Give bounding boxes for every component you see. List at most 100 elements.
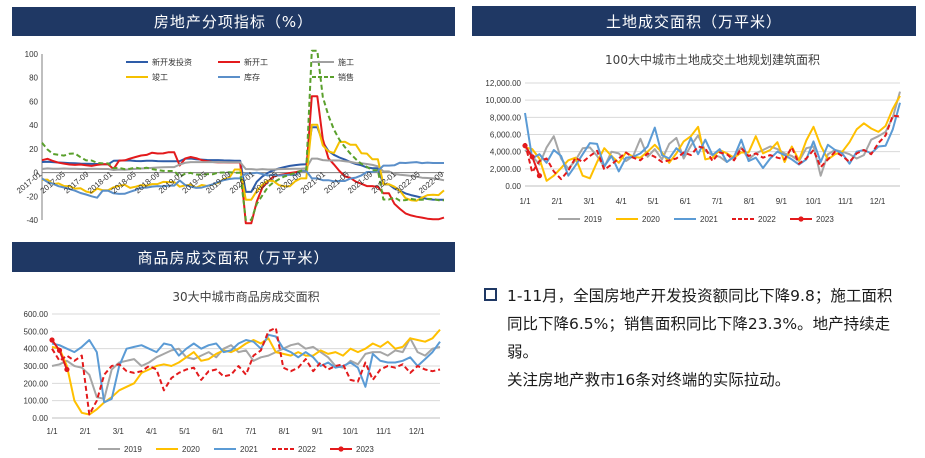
- land-y-tick-label: 6,000.00: [490, 131, 522, 140]
- land-y-tick-label: 8,000.00: [490, 113, 522, 122]
- housing-y-tick-label: 300.00: [24, 362, 49, 371]
- housing-y-tick-label: 100.00: [24, 397, 49, 406]
- land-x-tick-label: 8/1: [744, 197, 756, 206]
- indicators-legend-label-5: 销售: [338, 72, 354, 82]
- land-x-tick-label: 5/1: [648, 197, 660, 206]
- housing-series-line-3: [51, 326, 441, 416]
- land-x-tick-label: 11/1: [838, 197, 854, 206]
- housing-legend-label-4: 2023: [356, 445, 374, 454]
- indicators-x-tick-label: 2022-05: [393, 169, 422, 195]
- housing-legend-label-1: 2020: [182, 445, 200, 454]
- land-series-point-4: [522, 143, 528, 149]
- summary-text: 1-11月，全国房地产开发投资额同比下降9.8；施工面积 同比下降6.5%；销售…: [484, 282, 920, 394]
- housing-svg: 30大中城市商品房成交面积 0.00 100.00 200.00 300.00 400.0…: [24, 289, 441, 454]
- indicators-svg: -40-200204060801002017-012017-052017-092…: [15, 49, 446, 225]
- land-banner: 土地成交面积（万平米）: [472, 6, 916, 36]
- land-x-tick-label: 7/1: [712, 197, 724, 206]
- housing-y-tick-label: 600.00: [24, 310, 49, 319]
- land-x-tick-label: 10/1: [806, 197, 822, 206]
- housing-series-line-1: [51, 328, 441, 416]
- housing-x-tick-label: 10/1: [343, 427, 359, 436]
- housing-legend-label-2: 2021: [240, 445, 258, 454]
- housing-y-tick-label: 0.00: [32, 414, 48, 423]
- indicators-y-tick-label: 0: [34, 169, 39, 178]
- housing-x-tick-label: 12/1: [409, 427, 425, 436]
- land-series-line-2: [524, 102, 901, 177]
- housing-x-tick-label: 2/1: [80, 427, 92, 436]
- land-x-tick-label: 2/1: [551, 197, 563, 206]
- land-svg: 100大中城市土地成交土地规划建筑面积 0.00 2,000.00 4,000.00 6…: [485, 52, 901, 224]
- indicators-x-tick-label: 2018-09: [133, 169, 162, 195]
- summary-line-2: 同比下降6.5%；销售面积同比下降23.3%。地产持续走弱。: [507, 315, 891, 361]
- land-x-tick-label: 12/1: [870, 197, 886, 206]
- housing-y-tick-label: 400.00: [24, 345, 49, 354]
- housing-legend-label-3: 2022: [298, 445, 316, 454]
- land-y-tick-label: 2,000.00: [490, 165, 522, 174]
- indicators-y-tick-label: 40: [29, 121, 38, 130]
- housing-x-tick-label: 9/1: [312, 427, 324, 436]
- housing-x-tick-label: 3/1: [113, 427, 125, 436]
- land-x-tick-label: 4/1: [616, 197, 628, 206]
- indicators-legend-label-2: 施工: [338, 57, 354, 67]
- indicators-x-tick-label: 2021-09: [346, 169, 375, 195]
- housing-y-tick-label: 200.00: [24, 379, 49, 388]
- land-chart: 100大中城市土地成交土地规划建筑面积 0.00 2,000.00 4,000.00 6…: [472, 36, 920, 232]
- indicators-x-tick-label: 2022-01: [370, 169, 399, 195]
- land-series-line-0: [524, 91, 901, 177]
- housing-x-tick-label: 6/1: [212, 427, 224, 436]
- housing-series-point-4: [56, 347, 63, 353]
- housing-x-tick-label: 1/1: [46, 427, 58, 436]
- land-x-tick-label: 3/1: [584, 197, 596, 206]
- indicators-series-line-5: [41, 49, 444, 221]
- indicators-legend-label-1: 新开工: [244, 57, 268, 67]
- housing-chart: 30大中城市商品房成交面积 0.00 100.00 200.00 300.00 400.0…: [12, 272, 455, 458]
- housing-x-tick-label: 5/1: [179, 427, 191, 436]
- indicators-legend-label-3: 竣工: [152, 72, 168, 82]
- indicators-y-tick-label: 60: [29, 97, 38, 106]
- indicators-y-tick-label: 80: [29, 74, 38, 83]
- housing-legend-label-0: 2019: [124, 445, 142, 454]
- land-legend-label-3: 2022: [758, 215, 776, 224]
- housing-x-tick-label: 4/1: [146, 427, 158, 436]
- land-x-tick-label: 9/1: [776, 197, 788, 206]
- housing-series-line-2: [51, 333, 441, 404]
- indicators-x-tick-label: 2021-05: [322, 169, 351, 195]
- land-chart-title: 100大中城市土地成交土地规划建筑面积: [605, 52, 820, 67]
- indicators-y-tick-label: -40: [26, 216, 38, 225]
- land-legend-label-0: 2019: [584, 215, 602, 224]
- housing-x-tick-label: 8/1: [279, 427, 291, 436]
- indicators-x-tick-label: 2017-05: [39, 169, 68, 195]
- land-legend-label-4: 2023: [816, 215, 834, 224]
- housing-banner: 商品房成交面积（万平米）: [12, 242, 455, 272]
- land-x-tick-label: 1/1: [519, 197, 531, 206]
- square-bullet-icon: [484, 288, 497, 301]
- housing-y-tick-label: 500.00: [24, 327, 49, 336]
- housing-legend-marker-4: [338, 446, 344, 452]
- land-y-tick-label: 10,000.00: [485, 96, 521, 105]
- indicators-y-tick-label: -20: [26, 192, 38, 201]
- land-series-line-1: [524, 95, 901, 182]
- indicators-legend-label-0: 新开发投资: [152, 57, 192, 67]
- land-series-point-4: [529, 154, 535, 160]
- housing-x-tick-label: 7/1: [245, 427, 257, 436]
- land-y-tick-label: 0.00: [505, 182, 521, 191]
- indicators-y-tick-label: 20: [29, 145, 38, 154]
- land-series-line-3: [524, 114, 901, 181]
- housing-series-point-4: [64, 366, 70, 373]
- summary-line-1: 1-11月，全国房地产开发投资额同比下降9.8；施工面积: [507, 287, 893, 305]
- land-y-tick-label: 12,000.00: [485, 79, 521, 88]
- housing-x-tick-label: 11/1: [376, 427, 392, 436]
- indicators-x-tick-label: 2021-01: [299, 169, 328, 195]
- indicators-y-tick-label: 100: [25, 50, 39, 59]
- housing-series-point-4: [49, 337, 55, 343]
- land-legend-marker-4: [798, 216, 804, 222]
- indicators-banner: 房地产分项指标（%）: [12, 7, 455, 36]
- summary-line-3: 关注房地产救市16条对终端的实际拉动。: [507, 371, 791, 389]
- indicators-chart: -40 -20 0 20 40 60 80 100 2017-01 2017-05 2017-09 2…: [12, 36, 455, 236]
- indicators-legend-label-4: 库存: [244, 72, 260, 82]
- indicators-series-line-2: [41, 157, 445, 182]
- land-y-tick-label: 4,000.00: [490, 148, 522, 157]
- housing-chart-title: 30大中城市商品房成交面积: [172, 289, 319, 304]
- land-legend-label-1: 2020: [642, 215, 660, 224]
- land-x-tick-label: 6/1: [680, 197, 692, 206]
